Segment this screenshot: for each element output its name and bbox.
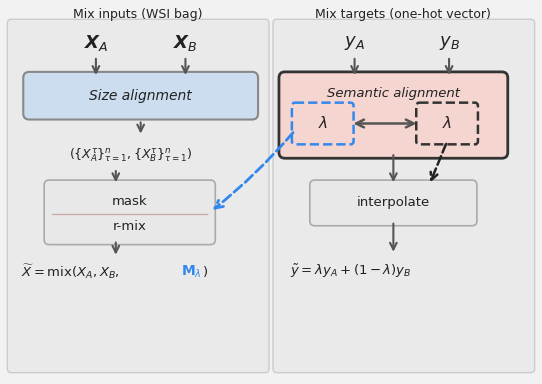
Text: Mix inputs (WSI bag): Mix inputs (WSI bag) — [73, 8, 202, 21]
Text: $\lambda$: $\lambda$ — [318, 116, 328, 131]
Text: $\widetilde{X}=\mathrm{mix}(X_A,X_B,$: $\widetilde{X}=\mathrm{mix}(X_A,X_B,$ — [21, 262, 120, 281]
Text: $\lambda$: $\lambda$ — [442, 116, 452, 131]
Text: $\boldsymbol{X}_A$: $\boldsymbol{X}_A$ — [83, 33, 108, 53]
Text: Size alignment: Size alignment — [89, 89, 192, 103]
Text: r-mix: r-mix — [113, 220, 147, 233]
FancyBboxPatch shape — [279, 72, 508, 158]
FancyBboxPatch shape — [44, 180, 215, 245]
Text: $y_B$: $y_B$ — [438, 34, 460, 52]
Text: Mix targets (one-hot vector): Mix targets (one-hot vector) — [315, 8, 491, 21]
Text: $(\{X_A^\tau\}_{\tau=1}^n,\{X_B^\tau\}_{\tau=1}^n)$: $(\{X_A^\tau\}_{\tau=1}^n,\{X_B^\tau\}_{… — [69, 147, 192, 164]
FancyBboxPatch shape — [23, 72, 258, 119]
Text: $)$: $)$ — [202, 264, 208, 279]
Text: Semantic alignment: Semantic alignment — [327, 87, 460, 100]
FancyBboxPatch shape — [310, 180, 477, 226]
Text: $y_A$: $y_A$ — [344, 34, 365, 52]
FancyBboxPatch shape — [273, 19, 534, 373]
Text: interpolate: interpolate — [357, 197, 430, 209]
Text: $\tilde{y}=\lambda y_A+(1-\lambda)y_B$: $\tilde{y}=\lambda y_A+(1-\lambda)y_B$ — [290, 263, 411, 280]
Text: $\boldsymbol{X}_B$: $\boldsymbol{X}_B$ — [173, 33, 198, 53]
Text: $\mathbf{M}_\lambda$: $\mathbf{M}_\lambda$ — [182, 263, 202, 280]
FancyBboxPatch shape — [8, 19, 269, 373]
Text: mask: mask — [112, 195, 147, 209]
